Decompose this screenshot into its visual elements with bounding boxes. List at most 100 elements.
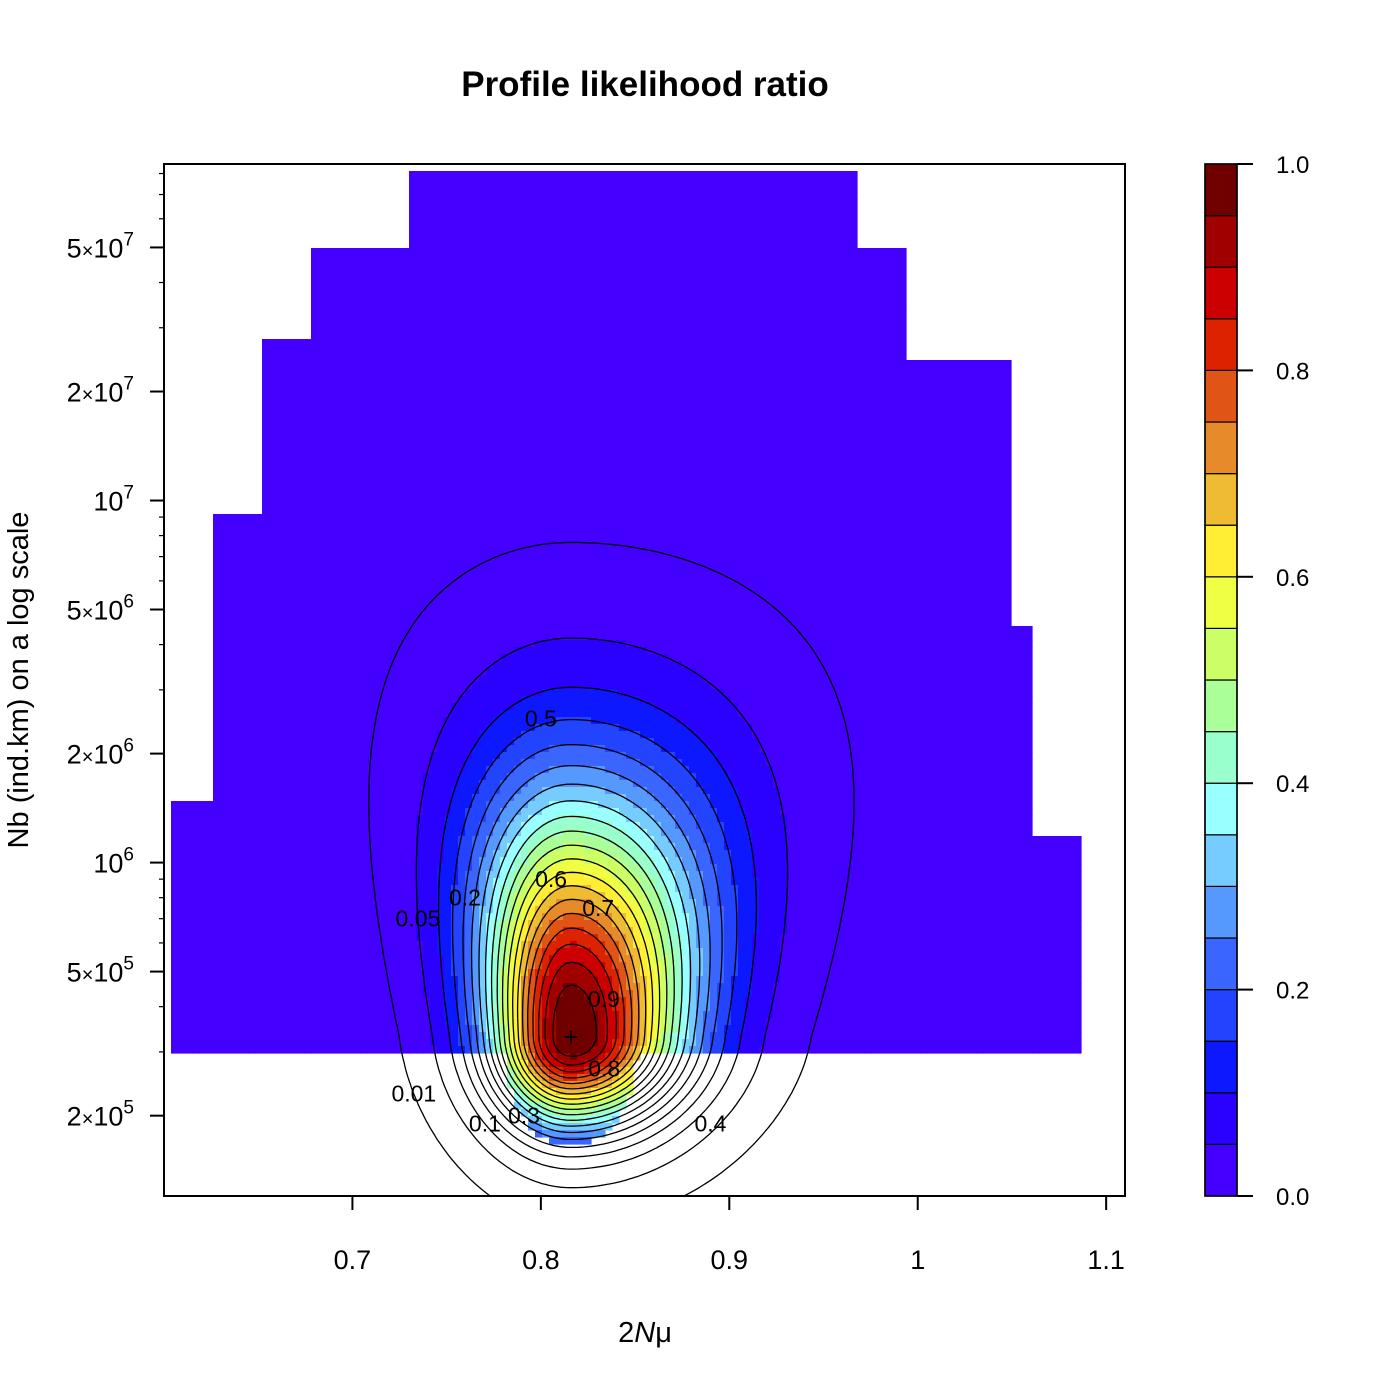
- contour-fill-cell: [388, 815, 396, 823]
- contour-fill-cell: [388, 395, 396, 403]
- contour-fill-cell: [479, 577, 487, 585]
- contour-fill-cell: [395, 304, 403, 312]
- contour-fill-cell: [360, 892, 368, 900]
- contour-fill-cell: [507, 633, 515, 641]
- contour-fill-cell: [353, 248, 361, 256]
- contour-fill-cell: [486, 682, 494, 690]
- contour-fill-cell: [430, 1025, 438, 1033]
- contour-fill-cell: [500, 885, 508, 893]
- contour-fill-cell: [486, 360, 494, 368]
- contour-fill-cell: [500, 213, 508, 221]
- contour-fill-cell: [234, 647, 242, 655]
- contour-fill-cell: [346, 521, 354, 529]
- contour-fill-cell: [465, 1004, 473, 1012]
- contour-fill-cell: [185, 1011, 193, 1019]
- contour-fill-cell: [437, 290, 445, 298]
- contour-fill-cell: [234, 542, 242, 550]
- contour-fill-cell: [402, 472, 410, 480]
- contour-fill-cell: [339, 325, 347, 333]
- contour-fill-cell: [423, 710, 431, 718]
- contour-fill-cell: [171, 836, 179, 844]
- contour-fill-cell: [304, 941, 312, 949]
- contour-fill-cell: [234, 962, 242, 970]
- contour-fill-cell: [486, 717, 494, 725]
- contour-fill-cell: [353, 773, 361, 781]
- contour-fill-cell: [430, 1018, 438, 1026]
- contour-fill-cell: [395, 934, 403, 942]
- contour-fill-cell: [241, 598, 249, 606]
- contour-fill-cell: [493, 850, 501, 858]
- contour-fill-cell: [353, 563, 361, 571]
- contour-fill-cell: [304, 808, 312, 816]
- contour-fill-cell: [388, 969, 396, 977]
- contour-fill-cell: [493, 563, 501, 571]
- contour-fill-cell: [465, 514, 473, 522]
- contour-fill-cell: [192, 920, 200, 928]
- contour-fill-cell: [493, 654, 501, 662]
- contour-fill-cell: [437, 318, 445, 326]
- contour-fill-cell: [297, 913, 305, 921]
- contour-fill-cell: [486, 703, 494, 711]
- contour-fill-cell: [360, 794, 368, 802]
- contour-fill-cell: [395, 1039, 403, 1047]
- contour-fill-cell: [472, 493, 480, 501]
- contour-fill-cell: [486, 346, 494, 354]
- contour-fill-cell: [479, 514, 487, 522]
- contour-fill-cell: [458, 472, 466, 480]
- contour-fill-cell: [367, 318, 375, 326]
- contour-fill-cell: [423, 381, 431, 389]
- contour-fill-cell: [409, 717, 417, 725]
- contour-fill-cell: [444, 619, 452, 627]
- contour-fill-cell: [269, 745, 277, 753]
- contour-fill-cell: [395, 717, 403, 725]
- contour-fill-cell: [241, 871, 249, 879]
- contour-fill-cell: [332, 773, 340, 781]
- contour-fill-cell: [276, 899, 284, 907]
- contour-fill-cell: [402, 318, 410, 326]
- contour-fill-cell: [486, 661, 494, 669]
- contour-fill-cell: [346, 465, 354, 473]
- contour-fill-cell: [311, 717, 319, 725]
- contour-fill-cell: [423, 969, 431, 977]
- contour-fill-cell: [353, 745, 361, 753]
- contour-fill-cell: [297, 556, 305, 564]
- contour-fill-cell: [325, 787, 333, 795]
- contour-fill-cell: [374, 766, 382, 774]
- contour-fill-cell: [402, 605, 410, 613]
- contour-fill-cell: [409, 738, 417, 746]
- contour-fill-cell: [374, 339, 382, 347]
- contour-fill-cell: [213, 556, 221, 564]
- contour-fill-cell: [381, 423, 389, 431]
- contour-fill-cell: [486, 969, 494, 977]
- contour-fill-cell: [346, 983, 354, 991]
- contour-fill-cell: [213, 1018, 221, 1026]
- contour-fill-cell: [444, 437, 452, 445]
- contour-fill-cell: [374, 752, 382, 760]
- contour-fill-cell: [283, 885, 291, 893]
- contour-fill-cell: [360, 745, 368, 753]
- contour-fill-cell: [262, 724, 270, 732]
- contour-fill-cell: [465, 962, 473, 970]
- contour-fill-cell: [437, 794, 445, 802]
- contour-fill-cell: [234, 948, 242, 956]
- contour-fill-cell: [416, 493, 424, 501]
- contour-fill-cell: [430, 801, 438, 809]
- contour-fill-cell: [318, 1018, 326, 1026]
- contour-fill-cell: [213, 724, 221, 732]
- contour-fill-cell: [507, 234, 515, 242]
- contour-fill-cell: [500, 325, 508, 333]
- contour-fill-cell: [507, 962, 515, 970]
- contour-fill-cell: [465, 787, 473, 795]
- contour-fill-cell: [486, 584, 494, 592]
- contour-fill-cell: [465, 311, 473, 319]
- contour-fill-cell: [416, 1011, 424, 1019]
- contour-fill-cell: [311, 773, 319, 781]
- contour-fill-cell: [493, 318, 501, 326]
- contour-fill-cell: [430, 640, 438, 648]
- contour-fill-cell: [360, 871, 368, 879]
- contour-fill-cell: [276, 745, 284, 753]
- contour-fill-cell: [332, 850, 340, 858]
- contour-fill-cell: [297, 549, 305, 557]
- contour-fill-cell: [283, 521, 291, 529]
- contour-fill-cell: [402, 1032, 410, 1040]
